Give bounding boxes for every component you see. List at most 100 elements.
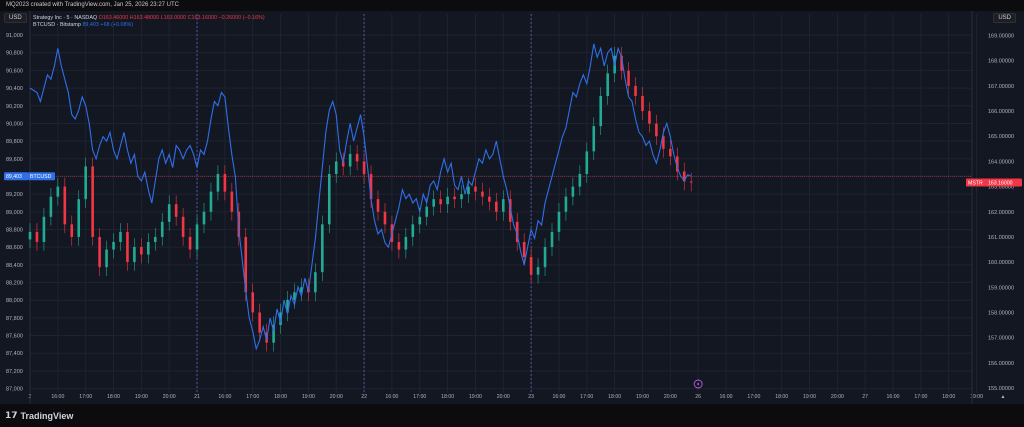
x-axis-tick: 17:00 <box>413 394 426 400</box>
mstr-candle <box>153 236 157 242</box>
mstr-candle <box>293 292 296 300</box>
mstr-candle <box>216 174 220 192</box>
left-axis-tick: 90,200 <box>6 104 23 110</box>
x-axis-tick: 18:00 <box>942 394 955 400</box>
mstr-candle <box>508 199 512 222</box>
mstr-candle <box>536 267 540 275</box>
mstr-candle <box>160 221 164 237</box>
x-axis-tick: 16:00 <box>720 394 733 400</box>
x-axis-tick: 17:00 <box>79 394 92 400</box>
x-axis-tick: 18:00 <box>775 394 788 400</box>
mstr-candle <box>453 196 456 200</box>
mstr-candle <box>56 186 60 197</box>
mstr-candle <box>529 257 533 275</box>
mstr-candle <box>140 247 143 255</box>
tradingview-brand[interactable]: 𝟭𝟳 TradingView <box>5 410 73 421</box>
mstr-candle <box>181 216 185 237</box>
x-axis-tick: 17:00 <box>580 394 593 400</box>
legend-mstr[interactable]: Strategy Inc · 5 · NASDAQ O163.46000 H16… <box>33 15 265 21</box>
mstr-candle <box>334 161 338 174</box>
mstr-candle <box>592 126 596 152</box>
mstr-candle <box>383 211 387 225</box>
x-axis-tick: 19:00 <box>636 394 649 400</box>
mstr-candle <box>105 249 108 268</box>
left-axis-tick: 89,200 <box>6 192 23 198</box>
left-axis-tick: 90,400 <box>6 86 23 92</box>
left-axis-tick: 87,200 <box>6 369 23 375</box>
mstr-candle <box>585 151 589 174</box>
left-axis-tick: 91,000 <box>6 33 23 39</box>
mstr-candle <box>188 236 192 250</box>
mstr-price-tag-value: 163.16000 <box>988 181 1013 187</box>
mstr-candle <box>620 55 623 71</box>
mstr-candle <box>571 186 575 197</box>
mstr-candle <box>279 312 282 326</box>
legend-btc[interactable]: BTCUSD · Bitstamp 89,403 +68 (+0.08%) <box>33 22 133 28</box>
mstr-candle <box>202 211 206 225</box>
x-axis-tick: 27 <box>862 394 868 400</box>
x-axis-tick: 18:00 <box>274 394 287 400</box>
mstr-candle <box>133 247 136 263</box>
legend-btc-value: 89,403 +68 (+0.08%) <box>82 22 134 28</box>
mstr-candle <box>35 231 39 242</box>
mstr-candle <box>126 231 129 263</box>
mstr-candle <box>112 241 115 250</box>
mstr-candle <box>230 191 234 212</box>
mstr-candle <box>474 186 477 192</box>
x-axis-tick: 18:00 <box>608 394 621 400</box>
mstr-candle <box>63 186 67 225</box>
legend-btc-name: BTCUSD · Bitstamp <box>33 22 81 28</box>
creation-credit: MQ2023 created with TradingView.com, Jan… <box>6 2 179 8</box>
mstr-candle <box>599 95 603 127</box>
mstr-candle <box>397 241 401 250</box>
mstr-candle <box>515 221 519 242</box>
mstr-candle <box>272 325 275 343</box>
right-axis-tick: 160.00000 <box>988 260 1014 266</box>
right-scale-currency[interactable]: USD <box>993 13 1016 23</box>
mstr-candle <box>91 166 94 237</box>
left-axis-tick: 90,600 <box>6 68 23 74</box>
x-axis-tick: 19:00 <box>135 394 148 400</box>
mstr-candle <box>147 241 150 255</box>
mstr-candle <box>655 123 658 137</box>
mstr-candle <box>70 224 74 237</box>
x-axis-tick: 19:00 <box>302 394 315 400</box>
x-axis-tick: 16:00 <box>218 394 231 400</box>
mstr-candle <box>557 211 561 232</box>
mstr-candle <box>369 174 373 200</box>
mstr-candle <box>300 287 303 293</box>
left-axis-tick: 88,400 <box>6 263 23 269</box>
mstr-candle <box>648 111 651 124</box>
axis-settings-icon: ▲ <box>1001 394 1006 400</box>
time-marker-icon <box>693 379 703 389</box>
x-axis-tick: 17:00 <box>747 394 760 400</box>
left-scale-currency[interactable]: USD <box>4 13 27 23</box>
mstr-candle <box>564 196 568 212</box>
x-axis-tick: 17:00 <box>914 394 927 400</box>
mstr-candle <box>49 196 53 217</box>
btcusd-line <box>29 43 692 351</box>
x-axis-tick: 16:00 <box>385 394 398 400</box>
mstr-candle <box>627 70 630 86</box>
x-axis-tick: 16:00 <box>552 394 565 400</box>
left-axis-tick: 88,000 <box>6 298 23 304</box>
mstr-candle <box>606 73 609 96</box>
left-axis-tick: 89,600 <box>6 157 23 163</box>
mstr-candle <box>578 174 582 187</box>
mstr-candle <box>251 292 255 313</box>
left-axis-tick: 88,800 <box>6 228 23 234</box>
mstr-candle <box>550 231 554 247</box>
right-axis-tick: 162.00000 <box>988 210 1014 216</box>
mstr-candle <box>341 161 345 167</box>
mstr-candle <box>439 199 442 205</box>
right-axis-tick: 163.00000 <box>988 185 1014 191</box>
tradingview-brand-name: TradingView <box>20 410 74 421</box>
left-axis-tick: 87,600 <box>6 334 23 340</box>
left-axis-tick: 90,000 <box>6 121 23 127</box>
mstr-candle <box>376 199 380 212</box>
mstr-candle <box>495 201 498 212</box>
mstr-candle <box>641 95 644 112</box>
mstr-candle <box>522 241 526 258</box>
right-axis-tick: 166.00000 <box>988 109 1014 115</box>
